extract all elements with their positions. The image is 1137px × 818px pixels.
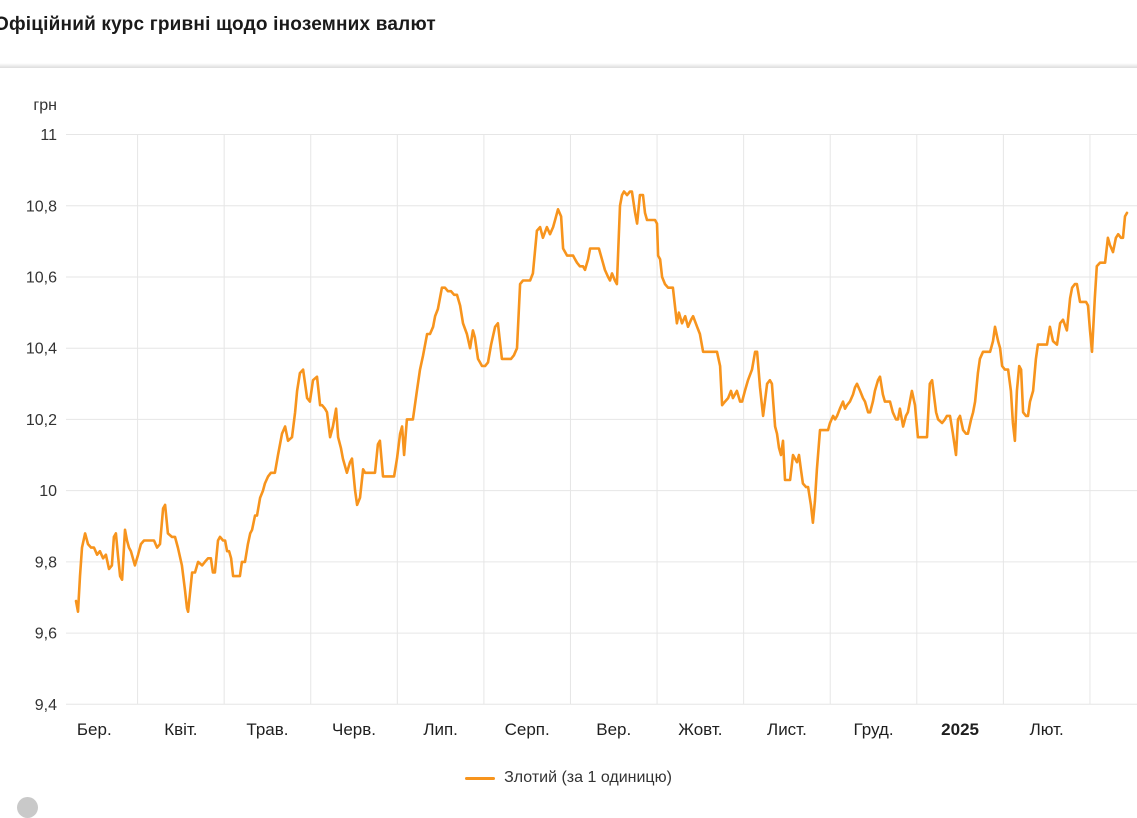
header-divider <box>0 63 1137 68</box>
scroll-fab-button[interactable] <box>17 797 38 818</box>
y-tick-label: 10,8 <box>26 198 57 215</box>
x-tick-label: Черв. <box>332 720 376 739</box>
x-tick-label: 2025 <box>941 720 979 739</box>
y-axis-unit-label: грн <box>33 97 57 114</box>
legend: Злотий (за 1 одиницю) <box>0 763 1137 793</box>
y-tick-label: 10 <box>39 483 57 500</box>
chart-canvas[interactable]: 11 10,8 10,6 10,4 10,2 10 9,8 9,6 9,4 грн Бер. Квіт… <box>0 70 1137 750</box>
y-tick-label: 9,4 <box>35 697 57 714</box>
y-tick-label: 11 <box>40 127 57 144</box>
exchange-rate-chart[interactable]: 11 10,8 10,6 10,4 10,2 10 9,8 9,6 9,4 грн Бер. Квіт… <box>0 70 1137 750</box>
y-tick-label: 9,8 <box>35 554 57 571</box>
legend-item-zloty[interactable]: Злотий (за 1 одиницю) <box>465 769 672 787</box>
x-tick-label: Груд. <box>853 720 893 739</box>
y-tick-label: 10,4 <box>26 341 57 358</box>
series-line-zloty[interactable] <box>74 190 1129 614</box>
x-tick-label: Лип. <box>423 720 458 739</box>
page-title: Офіційний курс гривні щодо іноземних вал… <box>0 14 436 35</box>
x-tick-label: Вер. <box>596 720 631 739</box>
x-tick-label: Квіт. <box>164 720 197 739</box>
legend-item-label: Злотий (за 1 одиницю) <box>504 769 672 786</box>
x-tick-label: Жовт. <box>678 720 722 739</box>
x-tick-label: Бер. <box>77 720 112 739</box>
x-tick-label: Лист. <box>767 720 807 739</box>
x-tick-label: Лют. <box>1030 720 1064 739</box>
x-tick-label: Серп. <box>505 720 550 739</box>
y-tick-label: 9,6 <box>35 626 57 643</box>
x-tick-label: Трав. <box>246 720 288 739</box>
y-tick-label: 10,2 <box>26 412 57 429</box>
y-tick-label: 10,6 <box>26 269 57 286</box>
series-line-swatch-icon <box>465 776 496 780</box>
